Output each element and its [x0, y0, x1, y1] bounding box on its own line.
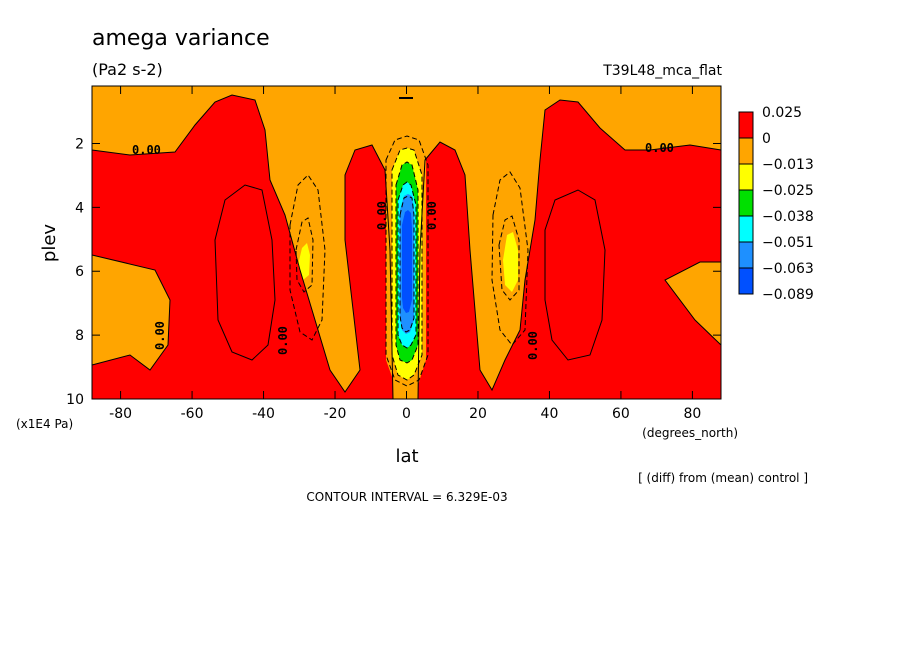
- x-tick-label: 80: [683, 406, 701, 422]
- contour-neg-north-inner: [498, 215, 520, 301]
- contour-label-south-mid: 0.00: [276, 326, 290, 355]
- legend-label: −0.013: [762, 157, 814, 173]
- legend-label: 0: [762, 131, 771, 147]
- contour-zero-south-lower: [91, 254, 171, 371]
- legend-label: −0.038: [762, 209, 814, 225]
- x-tick-label: 20: [469, 406, 487, 422]
- y-tick-label: 8: [75, 328, 84, 344]
- x-axis-ticks: -80 -60 -40 -20 0 20 40 60 80: [109, 86, 701, 422]
- x-axis-label: lat: [395, 446, 418, 467]
- region-positive-south: [92, 95, 393, 399]
- y-axis-label: plev: [39, 224, 60, 263]
- contour-label-upper-south: 0.00: [132, 143, 161, 157]
- x-tick-label: -40: [252, 406, 275, 422]
- contour-label-lower-south: 0.00: [153, 321, 167, 350]
- x-axis-units: (degrees_north): [642, 426, 738, 440]
- legend-swatch: [738, 267, 754, 295]
- legend-swatch: [738, 241, 754, 269]
- legend-label: −0.051: [762, 235, 814, 251]
- contour-label-upper-north: 0.00: [645, 141, 674, 155]
- color-legend: 0.025 0 −0.013 −0.025 −0.038 −0.051 −0.063 −0.0…: [738, 105, 814, 303]
- diff-note: [ (diff) from (mean) control ]: [638, 471, 808, 485]
- contour-label-equator-west: 0.00: [375, 201, 389, 230]
- legend-swatch: [738, 215, 754, 243]
- contour-neg-south-outer: [289, 174, 326, 341]
- dashed-contours: [289, 135, 529, 387]
- contour-neg-equator-3: [395, 161, 419, 364]
- contour-zero-north: [417, 99, 722, 400]
- y-axis-units: (x1E4 Pa): [16, 417, 73, 431]
- x-tick-label: 40: [541, 406, 559, 422]
- contour-positive-south-inner: [214, 184, 276, 361]
- x-tick-label: 0: [402, 406, 411, 422]
- legend-label: −0.025: [762, 183, 814, 199]
- y-axis-ticks: 2 4 6 8 10: [66, 136, 721, 408]
- legend-swatch: [738, 163, 754, 191]
- contour-neg-equator-4: [397, 181, 417, 349]
- region-positive-north: [418, 100, 721, 399]
- region-neg-small-north: [503, 232, 518, 292]
- contour-positive-north-inner: [544, 189, 606, 361]
- x-tick-label: -80: [109, 406, 132, 422]
- y-tick-label: 10: [66, 392, 84, 408]
- y-tick-label: 2: [75, 136, 84, 152]
- legend-label: −0.063: [762, 261, 814, 277]
- contour-interval: CONTOUR INTERVAL = 6.329E-03: [306, 490, 507, 504]
- contour-neg-equator-2: [391, 147, 423, 381]
- contour-lines: [91, 94, 722, 400]
- region-neg-small-south: [298, 243, 310, 280]
- legend-swatch: [738, 189, 754, 217]
- region-neg-max-equator: [402, 210, 412, 313]
- x-tick-label: 60: [612, 406, 630, 422]
- legend-swatch: [738, 111, 754, 139]
- contour-zero-north-lower: [664, 261, 722, 346]
- contour-neg-north-outer: [491, 171, 529, 346]
- contour-zero-south: [91, 94, 394, 400]
- contour-label-equator-east: 0.00: [425, 201, 439, 230]
- legend-label: 0.025: [762, 105, 802, 121]
- contour-label-north-mid: 0.00: [526, 331, 540, 360]
- contour-neg-south-inner: [295, 217, 314, 293]
- x-tick-label: -60: [181, 406, 204, 422]
- legend-swatch: [738, 137, 754, 165]
- contour-plot: 0.00 0.00 0.00 0.00 0.00 0.00 0.00: [91, 85, 722, 400]
- y-tick-label: 6: [75, 264, 84, 280]
- legend-label: −0.089: [762, 287, 814, 303]
- contour-neg-equator-5: [399, 195, 415, 333]
- run-label: T39L48_mca_flat: [602, 63, 722, 79]
- y-tick-label: 4: [75, 200, 84, 216]
- x-tick-label: -20: [324, 406, 347, 422]
- chart-units: (Pa2 s-2): [92, 60, 163, 79]
- chart-title: amega variance: [92, 26, 270, 51]
